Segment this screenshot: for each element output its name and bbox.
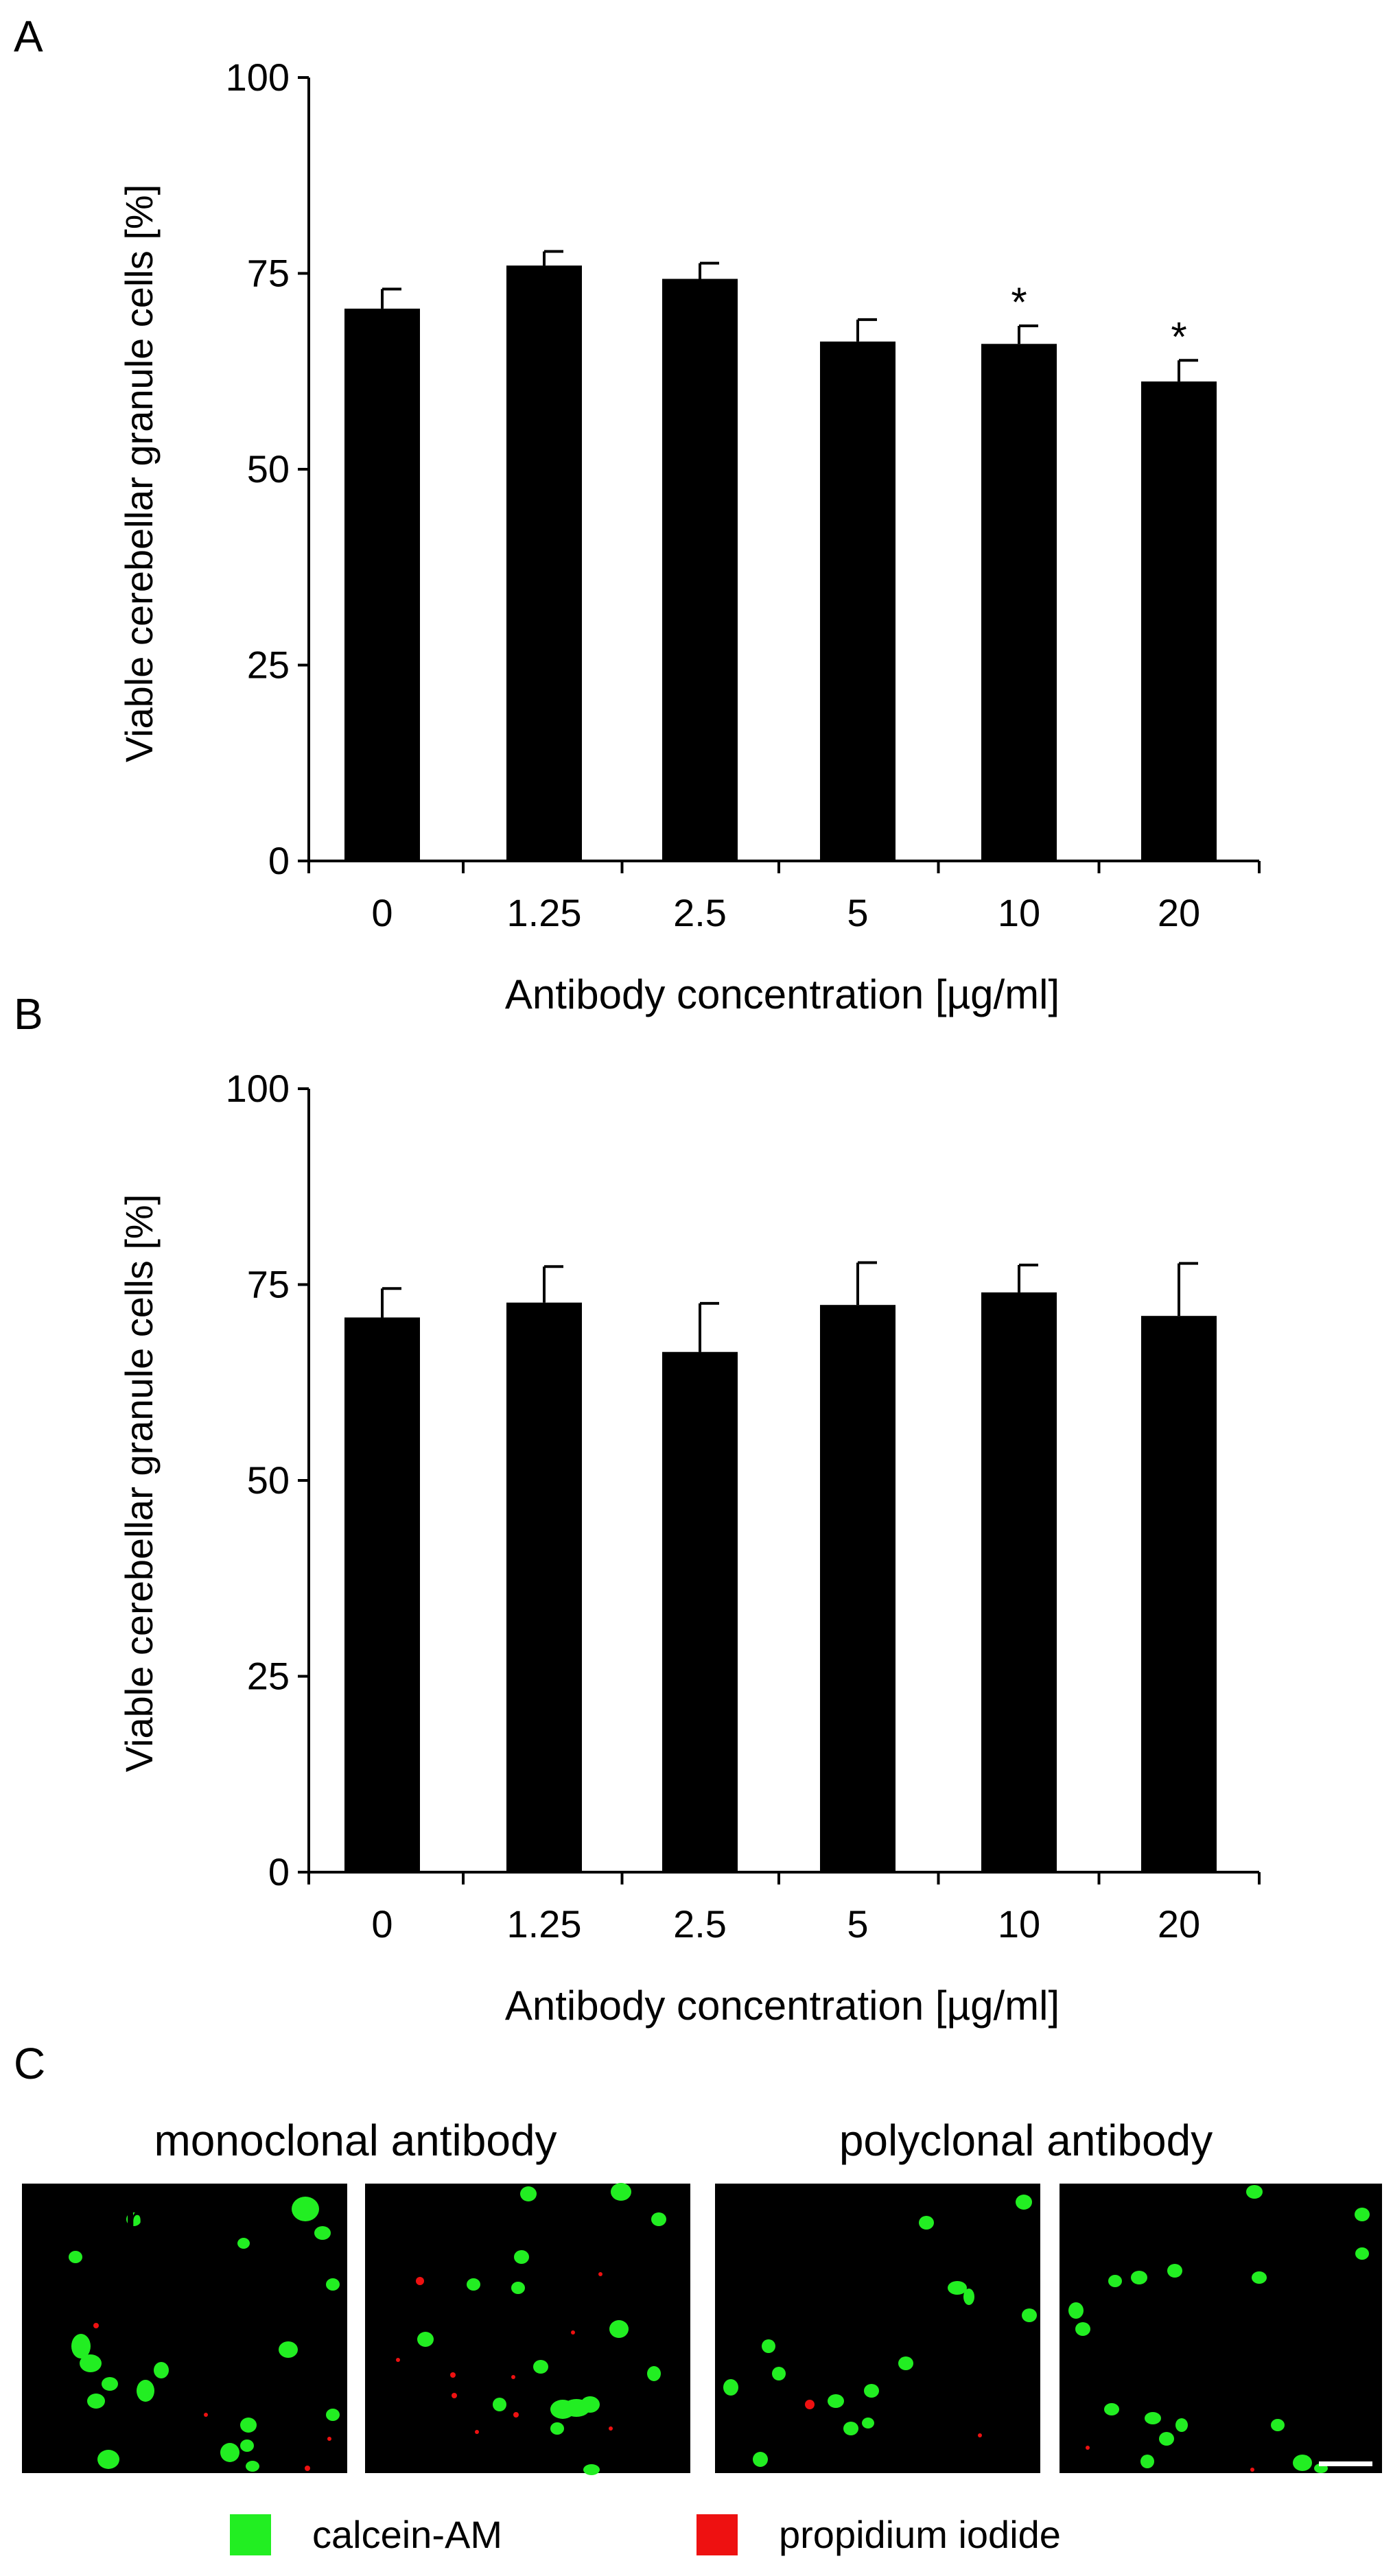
significance-a-5: * (1171, 314, 1186, 359)
x-tick-label-a-1: 1.25 (507, 891, 582, 934)
x-ticks-a: 0 1.25 2.5 5 10 20 (307, 861, 1261, 934)
x-tick-label-b-0: 0 (371, 1902, 393, 1946)
micrograph-mono-0: 0 µg/ml (22, 2184, 347, 2473)
y-axis-b: 0 25 50 75 100 (226, 1067, 310, 1893)
y-tick-label-b-2: 50 (247, 1458, 290, 1502)
x-ticks-b: 0 1.25 2.5 5 10 20 (307, 1872, 1261, 1946)
y-tick-label-a-3: 75 (247, 252, 290, 295)
y-axis-a: 0 25 50 75 100 (226, 56, 310, 882)
micrograph-label-2: 0 µg/ml (724, 2196, 867, 2242)
y-tick-label-b-0: 0 (268, 1850, 290, 1893)
bars-b (344, 1261, 1217, 1872)
y-ticks-a: 0 25 50 75 100 (226, 56, 309, 882)
legend-swatch-calcein (230, 2514, 271, 2555)
x-tick-label-b-4: 10 (998, 1902, 1040, 1946)
panel-c: C monoclonal antibody polyclonal antibod… (14, 2039, 1382, 2556)
micrograph-label-1: 20 µg/ml (377, 2196, 543, 2242)
bars-a: ** (344, 250, 1217, 862)
x-axis-title-b: Antibody concentration [µg/ml] (505, 1983, 1060, 2029)
bar-b-0 (344, 1317, 420, 1872)
bar-b-5 (1141, 1316, 1217, 1872)
bar-a-2 (662, 279, 738, 861)
panel-label-c: C (14, 2039, 45, 2088)
group-title-polyclonal: polyclonal antibody (839, 2116, 1213, 2165)
y-tick-label-b-3: 75 (247, 1263, 290, 1306)
bar-a-4 (981, 344, 1057, 861)
y-tick-label-a-0: 0 (268, 839, 290, 882)
x-tick-label-b-3: 5 (847, 1902, 868, 1946)
x-axis-title-a: Antibody concentration [µg/ml] (505, 971, 1060, 1017)
bar-b-4 (981, 1292, 1057, 1872)
micrograph-label-3: 20 µg/ml (1070, 2196, 1236, 2242)
y-tick-label-a-1: 25 (247, 643, 290, 687)
scale-bar (1319, 2461, 1372, 2466)
panel-label-a: A (14, 12, 43, 61)
x-tick-label-a-2: 2.5 (673, 891, 727, 934)
x-tick-label-b-2: 2.5 (673, 1902, 727, 1946)
y-axis-title-b: Viable cerebellar granule cells [%] (117, 1194, 161, 1773)
group-title-monoclonal: monoclonal antibody (154, 2116, 557, 2165)
bar-b-3 (820, 1305, 896, 1872)
bar-a-1 (506, 265, 582, 862)
legend-label-calcein: calcein-AM (312, 2513, 502, 2556)
y-axis-title-a: Viable cerebellar granule cells [%] (117, 185, 161, 763)
y-tick-label-a-4: 100 (226, 56, 290, 99)
x-axis-b: 0 1.25 2.5 5 10 20 (307, 1871, 1261, 1946)
x-tick-label-b-1: 1.25 (507, 1902, 582, 1946)
y-tick-label-b-4: 100 (226, 1067, 290, 1110)
bar-a-0 (344, 308, 420, 861)
bar-a-5 (1141, 381, 1217, 861)
bar-b-1 (506, 1302, 582, 1872)
bar-a-3 (820, 341, 896, 861)
micrograph-poly-0: 0 µg/ml (715, 2184, 1040, 2473)
y-tick-label-b-1: 25 (247, 1655, 290, 1698)
legend: calcein-AM propidium iodide (230, 2513, 1061, 2556)
micrograph-label-0: 0 µg/ml (30, 2196, 173, 2242)
legend-swatch-propidium (696, 2514, 738, 2555)
legend-label-propidium: propidium iodide (779, 2513, 1061, 2556)
chart-b: B 0 25 50 75 100 0 1.25 2.5 5 10 20 Viable cerebe… (14, 989, 1261, 2029)
x-tick-label-a-3: 5 (847, 891, 868, 934)
x-tick-label-a-4: 10 (998, 891, 1040, 934)
panel-label-b: B (14, 989, 43, 1039)
micrograph-mono-20: 20 µg/ml (365, 2183, 690, 2475)
y-ticks-b: 0 25 50 75 100 (226, 1067, 309, 1893)
bar-b-2 (662, 1351, 738, 1872)
x-tick-label-a-0: 0 (371, 891, 393, 934)
x-tick-label-a-5: 20 (1158, 891, 1200, 934)
y-tick-label-a-2: 50 (247, 447, 290, 491)
x-tick-label-b-5: 20 (1158, 1902, 1200, 1946)
x-axis-a: 0 1.25 2.5 5 10 20 (307, 860, 1261, 934)
micrograph-poly-20: 20 µg/ml (1060, 2184, 1382, 2473)
significance-a-4: * (1011, 279, 1027, 325)
